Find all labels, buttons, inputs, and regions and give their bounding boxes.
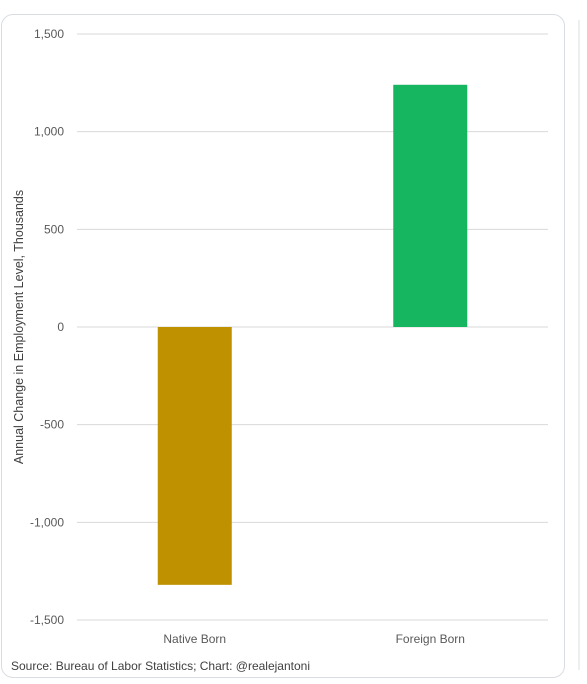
- y-tick-label: 0: [57, 320, 64, 334]
- bar-native-born: [158, 327, 232, 585]
- y-tick-label: -1,000: [30, 515, 64, 529]
- y-tick-label: 1,000: [34, 125, 64, 139]
- bar-foreign-born: [393, 85, 467, 327]
- y-tick-label: -1,500: [30, 613, 64, 627]
- y-axis-label: Annual Change in Employment Level, Thous…: [12, 190, 26, 464]
- gridlines: [77, 34, 548, 620]
- y-axis-tick-labels: 1,500 1,000 500 0 -500 -1,000 -1,500: [30, 27, 64, 627]
- x-tick-label: Native Born: [163, 632, 226, 646]
- y-tick-label: -500: [40, 418, 64, 432]
- y-tick-label: 500: [44, 222, 64, 236]
- source-note: Source: Bureau of Labor Statistics; Char…: [11, 659, 310, 673]
- y-tick-label: 1,500: [34, 27, 64, 41]
- bars: [158, 85, 468, 585]
- x-axis-tick-labels: Native Born Foreign Born: [163, 632, 465, 646]
- x-tick-label: Foreign Born: [396, 632, 465, 646]
